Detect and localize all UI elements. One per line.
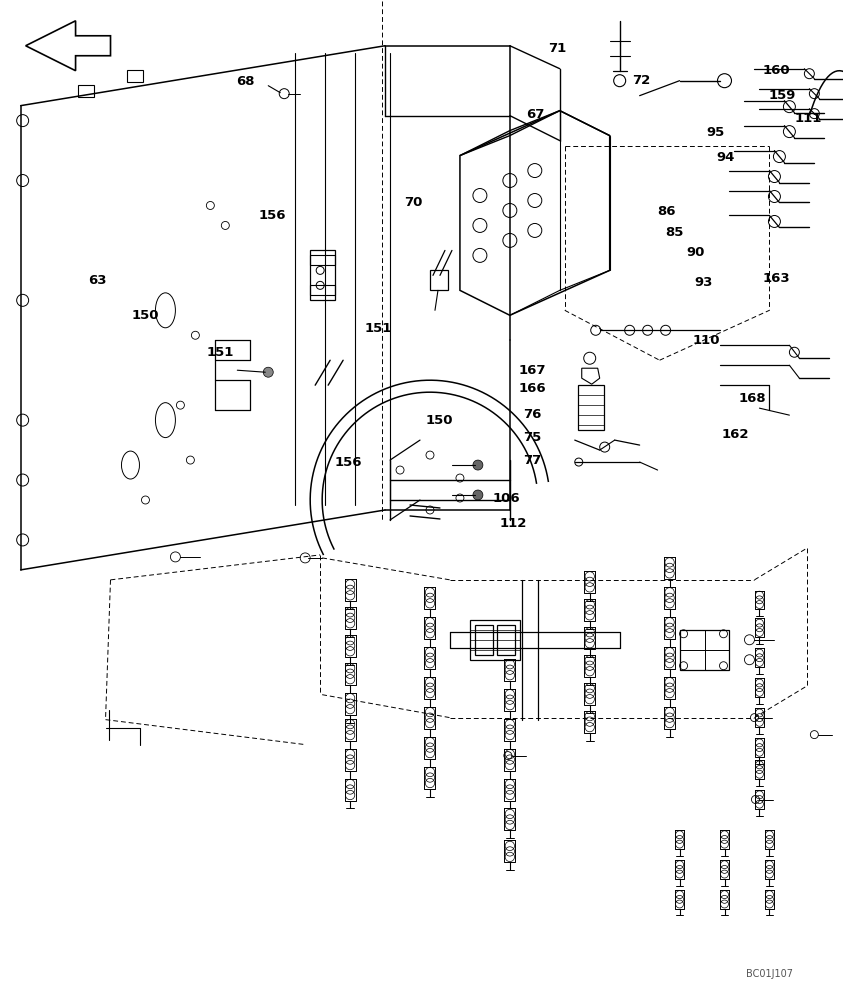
Text: 150: 150 bbox=[425, 414, 452, 427]
Text: 167: 167 bbox=[518, 364, 546, 377]
Text: 106: 106 bbox=[492, 492, 520, 505]
Text: 110: 110 bbox=[693, 334, 721, 347]
Bar bbox=[578, 385, 603, 430]
Text: 151: 151 bbox=[365, 322, 392, 335]
Text: 159: 159 bbox=[769, 89, 797, 102]
Text: 168: 168 bbox=[738, 392, 766, 405]
Text: 160: 160 bbox=[762, 64, 790, 77]
Text: 112: 112 bbox=[500, 517, 527, 530]
Text: 85: 85 bbox=[666, 226, 684, 239]
Circle shape bbox=[473, 490, 483, 500]
Bar bbox=[475, 625, 493, 655]
Text: 156: 156 bbox=[258, 209, 286, 222]
Text: 72: 72 bbox=[632, 74, 650, 87]
Text: 163: 163 bbox=[762, 272, 790, 285]
Text: 162: 162 bbox=[722, 428, 749, 441]
Circle shape bbox=[263, 367, 273, 377]
Text: 75: 75 bbox=[523, 431, 542, 444]
Bar bbox=[679, 630, 729, 670]
Text: 95: 95 bbox=[706, 126, 724, 139]
Text: 70: 70 bbox=[404, 196, 423, 209]
Text: 63: 63 bbox=[89, 274, 107, 287]
Text: 94: 94 bbox=[717, 151, 734, 164]
Text: 93: 93 bbox=[695, 276, 712, 289]
Text: BC01J107: BC01J107 bbox=[746, 969, 793, 979]
Text: 151: 151 bbox=[206, 346, 234, 359]
Text: 111: 111 bbox=[794, 112, 821, 125]
Text: 71: 71 bbox=[548, 42, 566, 55]
Text: 67: 67 bbox=[527, 108, 545, 121]
Bar bbox=[78, 85, 94, 97]
Bar bbox=[127, 70, 143, 82]
Bar bbox=[497, 625, 515, 655]
Text: 156: 156 bbox=[335, 456, 362, 469]
Text: 90: 90 bbox=[687, 246, 705, 259]
Text: 150: 150 bbox=[132, 309, 160, 322]
Text: 86: 86 bbox=[657, 205, 675, 218]
Circle shape bbox=[473, 460, 483, 470]
Bar bbox=[470, 620, 520, 660]
Text: 166: 166 bbox=[518, 382, 546, 395]
Text: 76: 76 bbox=[523, 408, 542, 421]
Text: 77: 77 bbox=[523, 454, 542, 467]
Text: 68: 68 bbox=[235, 75, 254, 88]
Bar bbox=[430, 270, 448, 290]
